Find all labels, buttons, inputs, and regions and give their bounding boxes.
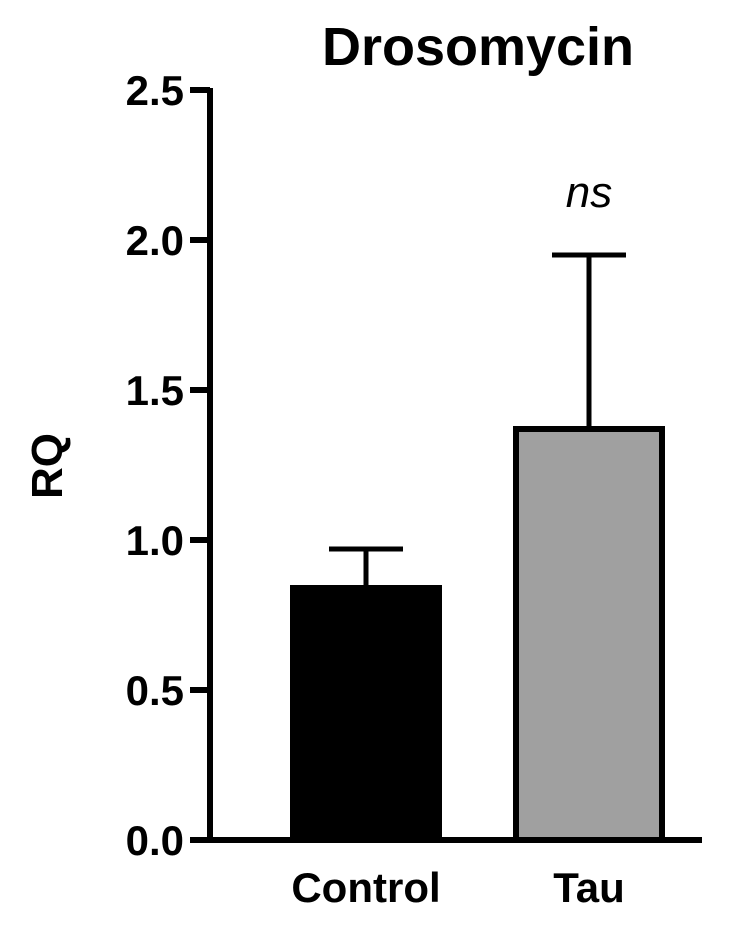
y-tick-label: 1.5 [126,367,184,414]
y-tick-label: 0.5 [126,667,184,714]
significance-label: ns [566,168,612,217]
y-tick-label: 2.0 [126,217,184,264]
bar-control [290,585,442,843]
bar-tau [513,426,665,843]
y-tick-label: 0.0 [126,817,184,864]
chart-title: Drosomycin [322,17,634,77]
y-tick-label: 2.5 [126,67,184,114]
plot-area: Control Tau 0.0 0.5 1.0 1.5 2.0 2.5 ns [126,67,702,911]
x-tick-label-tau: Tau [553,864,625,911]
x-tick-label-control: Control [291,864,440,911]
y-tick-label: 1.0 [126,517,184,564]
y-axis-label: RQ [23,433,72,499]
